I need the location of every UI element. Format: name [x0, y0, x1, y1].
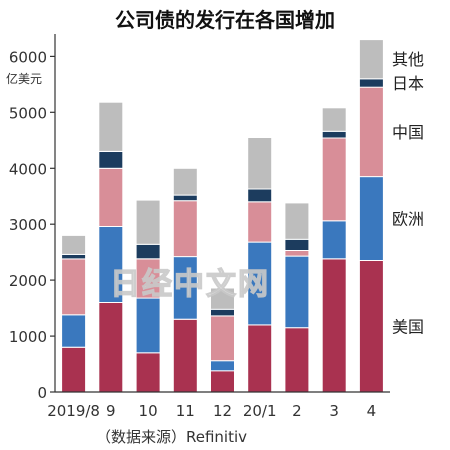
x-tick-label: 11 — [176, 402, 195, 420]
x-tick-label: 20/1 — [243, 402, 277, 420]
bar-segment-1-8 — [358, 176, 384, 262]
chart-title: 公司债的发行在各国增加 — [115, 8, 335, 32]
bar-segment-0-6 — [284, 327, 310, 393]
legend-label: 欧洲 — [392, 210, 424, 229]
bar-segment-1-6 — [284, 255, 310, 329]
bar-segment-0-2 — [135, 352, 161, 393]
y-tick-label: 6000 — [9, 48, 47, 66]
bar-segment-3-0 — [61, 253, 87, 260]
bar-segment-2-6 — [284, 250, 310, 257]
legend-label: 其他 — [392, 50, 424, 69]
bar-segment-4-1 — [98, 101, 124, 152]
bar-segment-2-0 — [61, 258, 87, 316]
y-axis: 0 1000 2000 3000 4000 5000 6000 — [9, 34, 56, 402]
bar-segment-3-6 — [284, 238, 310, 252]
bar-segment-0-8 — [358, 260, 384, 393]
bar-segment-4-5 — [247, 137, 273, 190]
bar-segment-0-4 — [210, 370, 235, 393]
x-tick-label: 12 — [213, 402, 232, 420]
bar-segment-0-0 — [61, 346, 87, 393]
bar-segment-2-4 — [210, 315, 235, 362]
bar-segment-2-2 — [135, 258, 161, 299]
bar-segment-4-4 — [210, 287, 235, 310]
bar-segment-4-7 — [321, 107, 347, 132]
bar-segment-3-7 — [321, 130, 347, 139]
bar-segment-4-2 — [135, 199, 161, 245]
bar-segment-0-7 — [321, 258, 347, 393]
y-tick-label: 5000 — [9, 104, 47, 122]
y-tick-label: 2000 — [9, 272, 47, 290]
bar-segment-2-5 — [247, 201, 273, 243]
legend-label: 美国 — [392, 317, 424, 336]
bar-segment-1-0 — [61, 314, 87, 348]
watermark: 日经中文网 — [110, 267, 270, 302]
legend-label: 日本 — [392, 74, 424, 93]
bar-segment-1-5 — [247, 241, 273, 326]
y-tick-label: 1000 — [9, 328, 47, 346]
bar-segment-1-4 — [210, 360, 235, 372]
x-tick-label: 9 — [106, 402, 116, 420]
legend-label: 中国 — [392, 123, 424, 142]
bars-group — [61, 39, 384, 393]
bar-segment-3-1 — [98, 151, 124, 169]
x-tick-label: 10 — [139, 402, 158, 420]
bar-segment-1-1 — [98, 225, 124, 303]
bar-segment-1-2 — [135, 297, 161, 354]
bar-segment-3-2 — [135, 243, 161, 260]
bar-segment-3-3 — [172, 194, 198, 202]
bar-segment-3-8 — [358, 78, 384, 88]
bar-segment-0-1 — [98, 302, 124, 393]
bar-segment-4-0 — [61, 234, 87, 255]
x-tick-label: 2019/8 — [47, 402, 100, 420]
y-axis-unit-label: 亿美元 — [6, 71, 42, 86]
bar-segment-0-5 — [247, 324, 273, 393]
y-tick-label: 4000 — [9, 160, 47, 178]
x-axis: 2019/8 9 10 11 12 20/1 2 3 4 — [47, 391, 390, 420]
bar-segment-4-3 — [172, 167, 198, 196]
bar-segment-4-6 — [284, 202, 310, 240]
y-tick-label: 0 — [37, 384, 47, 402]
bar-segment-2-1 — [98, 167, 124, 228]
x-tick-label: 4 — [367, 402, 377, 420]
x-tick-label: 3 — [329, 402, 339, 420]
bar-segment-1-7 — [321, 220, 347, 260]
bar-segment-3-5 — [247, 188, 273, 203]
bar-segment-0-3 — [172, 318, 198, 393]
source-note: （数据来源）Refinitiv — [96, 428, 247, 446]
bar-segment-2-8 — [358, 86, 384, 178]
bar-segment-2-3 — [172, 200, 198, 258]
bar-segment-4-8 — [358, 39, 384, 80]
x-tick-label: 2 — [292, 402, 302, 420]
bar-segment-3-4 — [210, 308, 235, 317]
bar-segment-2-7 — [321, 137, 347, 222]
legend: 美国 欧洲 中国 日本 其他 — [392, 50, 424, 336]
y-tick-label: 3000 — [9, 216, 47, 234]
